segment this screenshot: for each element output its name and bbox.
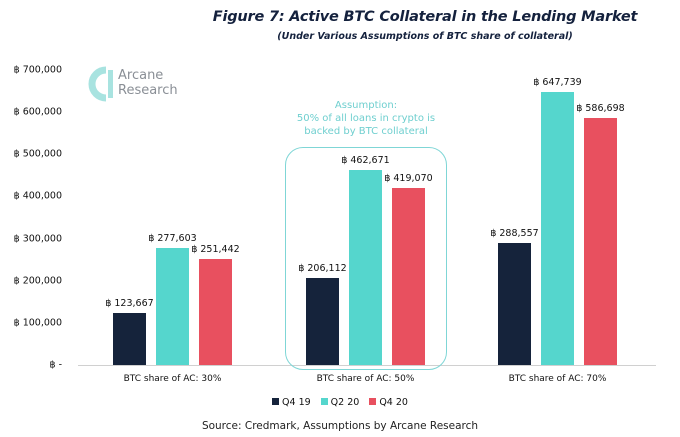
bar-value-label: ฿ 206,112 (298, 263, 347, 275)
y-tick-label: ฿ - (49, 359, 63, 371)
source-note: Source: Credmark, Assumptions by Arcane … (201, 420, 479, 432)
legend-swatch-icon (320, 398, 328, 405)
bar-value-label: ฿ 123,667 (105, 297, 154, 309)
x-category-label: BTC share of AC: 30% (123, 374, 222, 384)
bar-q2-20 (349, 170, 382, 365)
y-tick-label: ฿ 100,000 (13, 317, 62, 329)
bar-q4-19 (113, 312, 146, 365)
y-tick-label: ฿ 400,000 (13, 190, 62, 202)
assumption-line-3: backed by BTC collateral (304, 126, 428, 137)
assumption-annotation: Assumption: 50% of all loans in crypto i… (285, 99, 447, 138)
bar-value-label: ฿ 647,739 (533, 77, 582, 89)
bar-value-label: ฿ 288,557 (490, 228, 539, 240)
bar-value-label: ฿ 251,442 (191, 244, 240, 256)
legend-swatch-icon (369, 398, 377, 405)
y-tick-label: ฿ 700,000 (13, 64, 62, 76)
legend-item: Q4 19 (272, 397, 311, 408)
y-tick-label: ฿ 200,000 (13, 275, 62, 287)
bar-q4-19 (498, 243, 531, 365)
legend-item: Q4 20 (369, 397, 408, 408)
chart-title: Figure 7: Active BTC Collateral in the L… (212, 9, 638, 25)
x-category-label: BTC share of AC: 70% (508, 374, 607, 384)
legend-label: Q4 20 (379, 397, 408, 408)
x-category-label: BTC share of AC: 50% (316, 374, 415, 384)
y-tick-label: ฿ 300,000 (13, 233, 62, 245)
logo-text: Arcane Research (118, 68, 178, 98)
arcane-logo-icon (88, 66, 113, 102)
legend-label: Q4 19 (282, 397, 311, 408)
y-tick-label: ฿ 500,000 (13, 148, 62, 160)
bar-value-label: ฿ 419,070 (384, 173, 433, 185)
x-axis-line (78, 365, 656, 366)
bar-q4-20 (584, 117, 617, 365)
legend: Q4 19 Q2 20 Q4 20 (0, 397, 680, 408)
assumption-highlight-box (285, 147, 447, 370)
bar-q2-20 (541, 92, 574, 365)
y-tick-label: ฿ 600,000 (13, 106, 62, 118)
bar-q4-20 (199, 259, 232, 365)
legend-item: Q2 20 (320, 397, 360, 408)
bar-q4-20 (392, 188, 425, 365)
bar-value-label: ฿ 586,698 (576, 102, 625, 114)
logo-line-1: Arcane (118, 68, 164, 83)
legend-label: Q2 20 (330, 397, 360, 408)
chart-subtitle: (Under Various Assumptions of BTC share … (277, 31, 573, 42)
assumption-line-1: Assumption: (334, 100, 398, 111)
bar-q2-20 (156, 248, 189, 365)
legend-swatch-icon (272, 398, 280, 405)
logo-line-2: Research (118, 83, 178, 98)
assumption-line-2: 50% of all loans in crypto is (296, 113, 436, 124)
bar-q4-19 (306, 278, 339, 365)
bar-value-label: ฿ 462,671 (341, 155, 390, 167)
bar-value-label: ฿ 277,603 (148, 233, 197, 244)
